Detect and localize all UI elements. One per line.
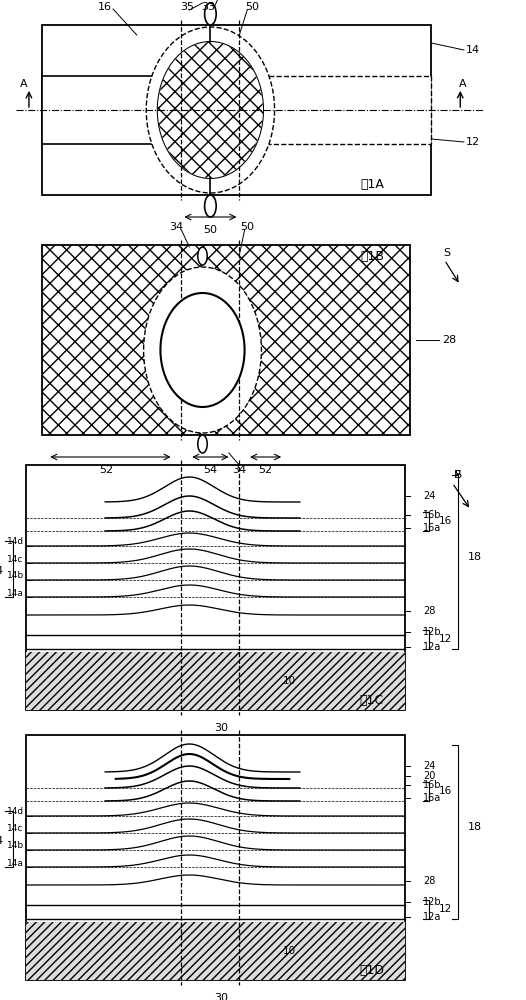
Ellipse shape bbox=[158, 42, 263, 178]
Ellipse shape bbox=[146, 27, 275, 193]
Bar bbox=[26, 652, 405, 710]
Text: 10: 10 bbox=[283, 676, 296, 686]
Text: 14: 14 bbox=[466, 45, 480, 55]
Text: 50: 50 bbox=[204, 225, 217, 235]
Text: 14c: 14c bbox=[7, 824, 24, 833]
Text: S: S bbox=[454, 470, 461, 480]
Text: 54: 54 bbox=[204, 465, 217, 475]
Text: 16b: 16b bbox=[423, 780, 442, 790]
Ellipse shape bbox=[160, 293, 245, 407]
Text: 24: 24 bbox=[423, 491, 436, 501]
Text: 14a: 14a bbox=[7, 858, 24, 867]
Text: 14a: 14a bbox=[7, 588, 24, 597]
Text: 30: 30 bbox=[214, 723, 228, 733]
Text: 20: 20 bbox=[423, 771, 436, 781]
Text: 34: 34 bbox=[169, 222, 183, 232]
Text: A: A bbox=[21, 79, 28, 89]
Text: 16: 16 bbox=[439, 516, 452, 526]
Circle shape bbox=[198, 247, 207, 265]
Text: 35: 35 bbox=[180, 2, 194, 12]
Text: 34: 34 bbox=[232, 465, 246, 475]
Text: 16: 16 bbox=[439, 786, 452, 796]
Text: 图1C: 图1C bbox=[360, 694, 384, 706]
Text: 14b: 14b bbox=[6, 841, 24, 850]
Bar bbox=[26, 922, 405, 980]
Text: 14: 14 bbox=[0, 836, 4, 846]
Text: 52: 52 bbox=[259, 465, 272, 475]
Bar bbox=[42, 76, 155, 144]
Text: 28: 28 bbox=[442, 335, 456, 345]
Text: S: S bbox=[443, 248, 451, 258]
Bar bbox=[26, 465, 405, 710]
Circle shape bbox=[198, 435, 207, 453]
Bar bbox=[42, 245, 410, 435]
Text: 28: 28 bbox=[423, 876, 436, 886]
Text: 16a: 16a bbox=[423, 523, 442, 533]
Text: 12a: 12a bbox=[423, 912, 442, 922]
Text: 30: 30 bbox=[214, 993, 228, 1000]
Text: 16b: 16b bbox=[423, 510, 442, 520]
Text: P: P bbox=[454, 470, 461, 480]
Text: 图1B: 图1B bbox=[360, 250, 384, 263]
Text: 33: 33 bbox=[201, 2, 215, 12]
Text: 14d: 14d bbox=[6, 537, 24, 546]
Circle shape bbox=[205, 195, 216, 217]
Text: 12: 12 bbox=[439, 904, 452, 914]
Text: 18: 18 bbox=[468, 552, 482, 562]
Text: 12b: 12b bbox=[423, 897, 442, 907]
Text: 图1A: 图1A bbox=[360, 178, 384, 191]
Text: 16a: 16a bbox=[423, 793, 442, 803]
Text: 14b: 14b bbox=[6, 571, 24, 580]
Bar bbox=[26, 922, 405, 980]
Text: 50: 50 bbox=[240, 222, 254, 232]
Text: 12a: 12a bbox=[423, 642, 442, 652]
Text: A: A bbox=[459, 79, 467, 89]
Bar bbox=[42, 25, 431, 195]
Ellipse shape bbox=[144, 267, 261, 433]
Text: 50: 50 bbox=[246, 2, 259, 12]
Text: 12b: 12b bbox=[423, 627, 442, 637]
Text: 图1D: 图1D bbox=[359, 964, 384, 976]
Text: 14c: 14c bbox=[7, 554, 24, 563]
Text: 18: 18 bbox=[468, 822, 482, 832]
Text: 52: 52 bbox=[99, 465, 114, 475]
Bar bbox=[266, 76, 431, 144]
Text: 14: 14 bbox=[0, 566, 4, 576]
Text: 16: 16 bbox=[98, 2, 112, 12]
Text: 12: 12 bbox=[466, 137, 480, 147]
Text: 14d: 14d bbox=[6, 807, 24, 816]
Text: 24: 24 bbox=[423, 761, 436, 771]
Text: 28: 28 bbox=[423, 606, 436, 616]
Circle shape bbox=[205, 3, 216, 25]
Ellipse shape bbox=[158, 42, 263, 178]
Text: 10: 10 bbox=[283, 946, 296, 956]
Bar bbox=[26, 735, 405, 980]
Text: 12: 12 bbox=[439, 635, 452, 645]
Bar bbox=[26, 652, 405, 710]
